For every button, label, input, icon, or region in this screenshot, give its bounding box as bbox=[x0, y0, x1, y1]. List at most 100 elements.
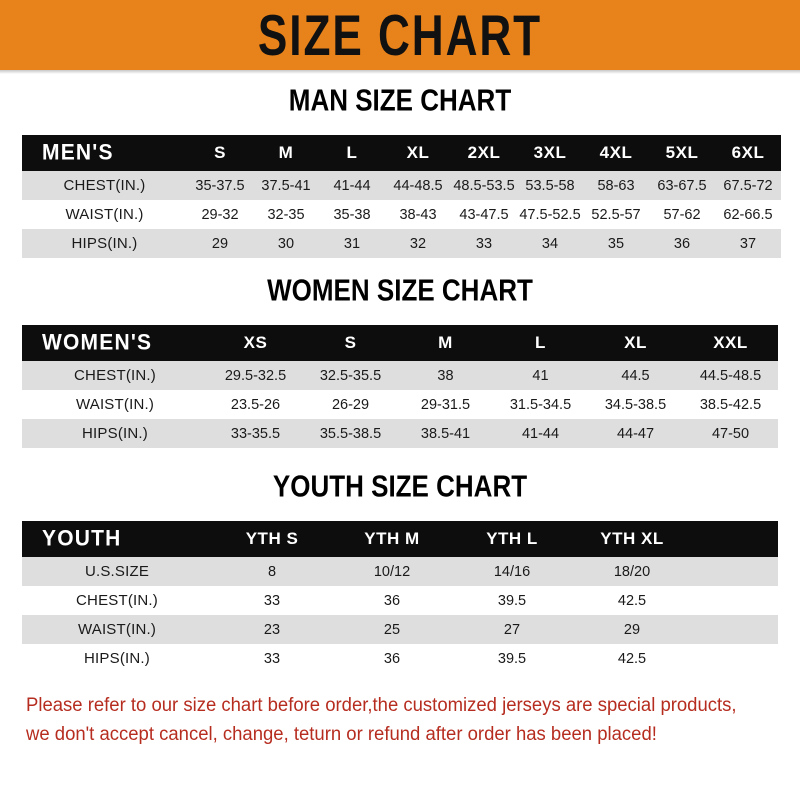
section-men: MAN SIZE CHART MEN'S S M L XL 2XL 3XL 4XL 5XL 6XL… bbox=[0, 82, 800, 258]
men-section-title: MAN SIZE CHART bbox=[288, 82, 512, 118]
men-measurement-value: 33 bbox=[475, 235, 493, 252]
women-measurement-value: 38.5-42.5 bbox=[699, 396, 762, 413]
youth-measurement-value: 29 bbox=[623, 621, 641, 638]
women-size-column-header: M bbox=[438, 333, 453, 352]
men-measurement-value: 35-37.5 bbox=[195, 177, 245, 194]
men-size-column-header: 5XL bbox=[665, 143, 699, 162]
order-policy-note: Please refer to our size chart before or… bbox=[0, 691, 800, 748]
women-measurement-value: 44.5 bbox=[621, 367, 650, 384]
women-measurement-label: CHEST(IN.) bbox=[74, 367, 156, 384]
women-measurement-value: 29-31.5 bbox=[420, 396, 471, 413]
women-size-column-header: XXL bbox=[713, 333, 748, 352]
youth-measurement-value: 27 bbox=[503, 621, 521, 638]
men-size-table: MEN'S S M L XL 2XL 3XL 4XL 5XL 6XL CHEST(IN.) 35-37… bbox=[22, 135, 781, 258]
youth-row-filler bbox=[692, 586, 778, 615]
men-table-header-row: MEN'S S M L XL 2XL 3XL 4XL 5XL 6XL bbox=[22, 135, 781, 171]
youth-measurement-value: 33 bbox=[263, 650, 281, 667]
table-row: WAIST(IN.) 23 25 27 29 bbox=[22, 615, 778, 644]
section-youth: YOUTH SIZE CHART YOUTH YTH S YTH M YTH L YTH… bbox=[0, 468, 800, 673]
banner-shadow-divider bbox=[0, 70, 800, 74]
women-size-column-header: S bbox=[344, 333, 357, 352]
men-measurement-value: 57-62 bbox=[663, 206, 701, 223]
women-measurement-value: 31.5-34.5 bbox=[509, 396, 572, 413]
women-size-column-header: XL bbox=[624, 333, 647, 352]
men-measurement-value: 31 bbox=[343, 235, 361, 252]
men-measurement-value: 44-48.5 bbox=[393, 177, 443, 194]
table-row: WAIST(IN.) 29-32 32-35 35-38 38-43 43-47.5 47.… bbox=[22, 200, 781, 229]
youth-row-filler bbox=[692, 615, 778, 644]
order-policy-note-line-2: we don't accept cancel, change, teturn o… bbox=[26, 721, 657, 744]
youth-measurement-value: 25 bbox=[383, 621, 401, 638]
youth-table-header-row: YOUTH YTH S YTH M YTH L YTH XL bbox=[22, 521, 778, 557]
youth-size-column-header: YTH L bbox=[486, 529, 538, 548]
women-table-corner-label: WOMEN'S bbox=[42, 330, 153, 355]
men-measurement-value: 35 bbox=[607, 235, 625, 252]
women-measurement-value: 32.5-35.5 bbox=[319, 367, 382, 384]
women-measurement-value: 41 bbox=[532, 367, 549, 384]
men-size-column-header: S bbox=[214, 143, 226, 162]
women-measurement-value: 34.5-38.5 bbox=[604, 396, 667, 413]
men-measurement-value: 53.5-58 bbox=[525, 177, 575, 194]
youth-section-title: YOUTH SIZE CHART bbox=[272, 468, 528, 504]
youth-measurement-value: 23 bbox=[263, 621, 281, 638]
men-measurement-value: 32 bbox=[409, 235, 427, 252]
men-measurement-value: 43-47.5 bbox=[459, 206, 509, 223]
women-measurement-value: 44.5-48.5 bbox=[699, 367, 762, 384]
youth-size-table: YOUTH YTH S YTH M YTH L YTH XL U.S.SIZE 8 10/12… bbox=[22, 521, 778, 673]
men-table-corner-label: MEN'S bbox=[42, 140, 114, 165]
page-banner: SIZE CHART bbox=[0, 0, 800, 70]
youth-measurement-value: 14/16 bbox=[493, 563, 531, 580]
men-measurement-value: 32-35 bbox=[267, 206, 305, 223]
women-measurement-value: 33-35.5 bbox=[230, 425, 281, 442]
table-row: CHEST(IN.) 35-37.5 37.5-41 41-44 44-48.5 48.5… bbox=[22, 171, 781, 200]
youth-measurement-value: 39.5 bbox=[497, 592, 527, 609]
women-measurement-value: 44-47 bbox=[616, 425, 655, 442]
men-measurement-label: WAIST(IN.) bbox=[65, 206, 144, 223]
order-policy-note-line-1: Please refer to our size chart before or… bbox=[26, 693, 737, 716]
men-measurement-value: 30 bbox=[277, 235, 295, 252]
youth-measurement-value: 36 bbox=[383, 650, 401, 667]
youth-measurement-value: 42.5 bbox=[617, 592, 647, 609]
men-measurement-value: 41-44 bbox=[333, 177, 371, 194]
women-measurement-value: 26-29 bbox=[331, 396, 370, 413]
men-size-column-header: XL bbox=[406, 143, 430, 162]
page-title: SIZE CHART bbox=[257, 2, 543, 68]
men-measurement-value: 58-63 bbox=[597, 177, 635, 194]
men-measurement-value: 63-67.5 bbox=[657, 177, 707, 194]
men-measurement-value: 48.5-53.5 bbox=[453, 177, 515, 194]
table-row: CHEST(IN.) 29.5-32.5 32.5-35.5 38 41 44.5 44.5… bbox=[22, 361, 778, 390]
table-row: HIPS(IN.) 29 30 31 32 33 34 35 36 37 bbox=[22, 229, 781, 258]
youth-size-column-header: YTH M bbox=[364, 529, 420, 548]
women-measurement-value: 35.5-38.5 bbox=[319, 425, 382, 442]
women-measurement-label: HIPS(IN.) bbox=[82, 425, 148, 442]
youth-measurement-value: 39.5 bbox=[497, 650, 527, 667]
men-size-column-header: L bbox=[346, 143, 358, 162]
women-measurement-label: WAIST(IN.) bbox=[75, 396, 155, 413]
men-size-column-header: 4XL bbox=[599, 143, 633, 162]
youth-measurement-value: 36 bbox=[383, 592, 401, 609]
youth-row-filler bbox=[692, 644, 778, 673]
table-row: HIPS(IN.) 33-35.5 35.5-38.5 38.5-41 41-44 44-… bbox=[22, 419, 778, 448]
women-measurement-value: 47-50 bbox=[711, 425, 750, 442]
women-table-header-row: WOMEN'S XS S M L XL XXL bbox=[22, 325, 778, 361]
men-size-column-header: M bbox=[278, 143, 294, 162]
youth-size-column-header: YTH XL bbox=[600, 529, 664, 548]
women-measurement-value: 41-44 bbox=[521, 425, 560, 442]
men-measurement-label: CHEST(IN.) bbox=[63, 177, 146, 194]
table-row: HIPS(IN.) 33 36 39.5 42.5 bbox=[22, 644, 778, 673]
men-measurement-value: 35-38 bbox=[333, 206, 371, 223]
men-measurement-value: 37.5-41 bbox=[261, 177, 311, 194]
women-measurement-value: 38 bbox=[437, 367, 454, 384]
women-section-title: WOMEN SIZE CHART bbox=[267, 272, 533, 308]
table-row: WAIST(IN.) 23.5-26 26-29 29-31.5 31.5-34.5 34… bbox=[22, 390, 778, 419]
men-measurement-value: 47.5-52.5 bbox=[519, 206, 581, 223]
women-size-column-header: XS bbox=[243, 333, 268, 352]
men-measurement-value: 38-43 bbox=[399, 206, 437, 223]
youth-measurement-label: WAIST(IN.) bbox=[77, 621, 157, 638]
women-measurement-value: 38.5-41 bbox=[420, 425, 471, 442]
men-measurement-value: 62-66.5 bbox=[723, 206, 773, 223]
youth-measurement-value: 10/12 bbox=[373, 563, 411, 580]
youth-header-filler bbox=[692, 521, 778, 557]
youth-measurement-value: 42.5 bbox=[617, 650, 647, 667]
